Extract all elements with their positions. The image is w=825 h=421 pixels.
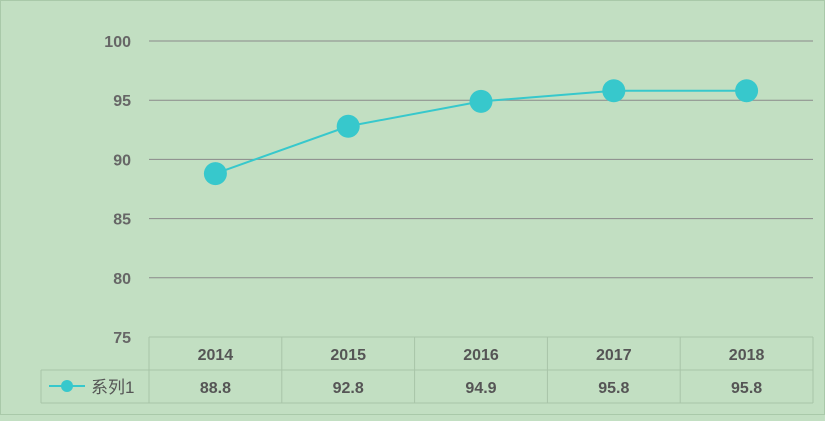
legend-series-name: 系列1 [91,378,134,397]
y-tick-label: 80 [113,271,131,288]
data-point-marker [602,79,626,103]
x-category-label: 2014 [198,347,234,364]
x-category-label: 2015 [330,347,366,364]
data-table-value: 88.8 [200,380,231,397]
x-category-label: 2016 [463,347,499,364]
x-category-label: 2018 [729,347,765,364]
gridlines [149,40,813,279]
data-point-marker [336,114,360,138]
data-table-value: 94.9 [465,380,496,397]
y-tick-label: 100 [104,34,131,51]
y-tick-label: 75 [113,330,131,347]
data-point-marker [735,79,759,103]
y-tick-label: 95 [113,93,131,110]
y-tick-label: 85 [113,212,131,229]
data-table-value: 95.8 [731,380,762,397]
data-table-value: 95.8 [598,380,629,397]
legend-key-marker [61,380,73,392]
data-point-marker [203,162,227,186]
y-axis-ticks: 75 80 85 90 95 100 [104,34,131,347]
data-table: 2014 2015 2016 2017 2018 系列1 88.8 92.8 94.9 95.8 9… [40,336,814,404]
y-tick-label: 90 [113,152,131,169]
x-category-label: 2017 [596,347,632,364]
data-table-value: 92.8 [333,380,364,397]
data-point-marker [469,89,493,113]
series-layer [203,79,759,186]
